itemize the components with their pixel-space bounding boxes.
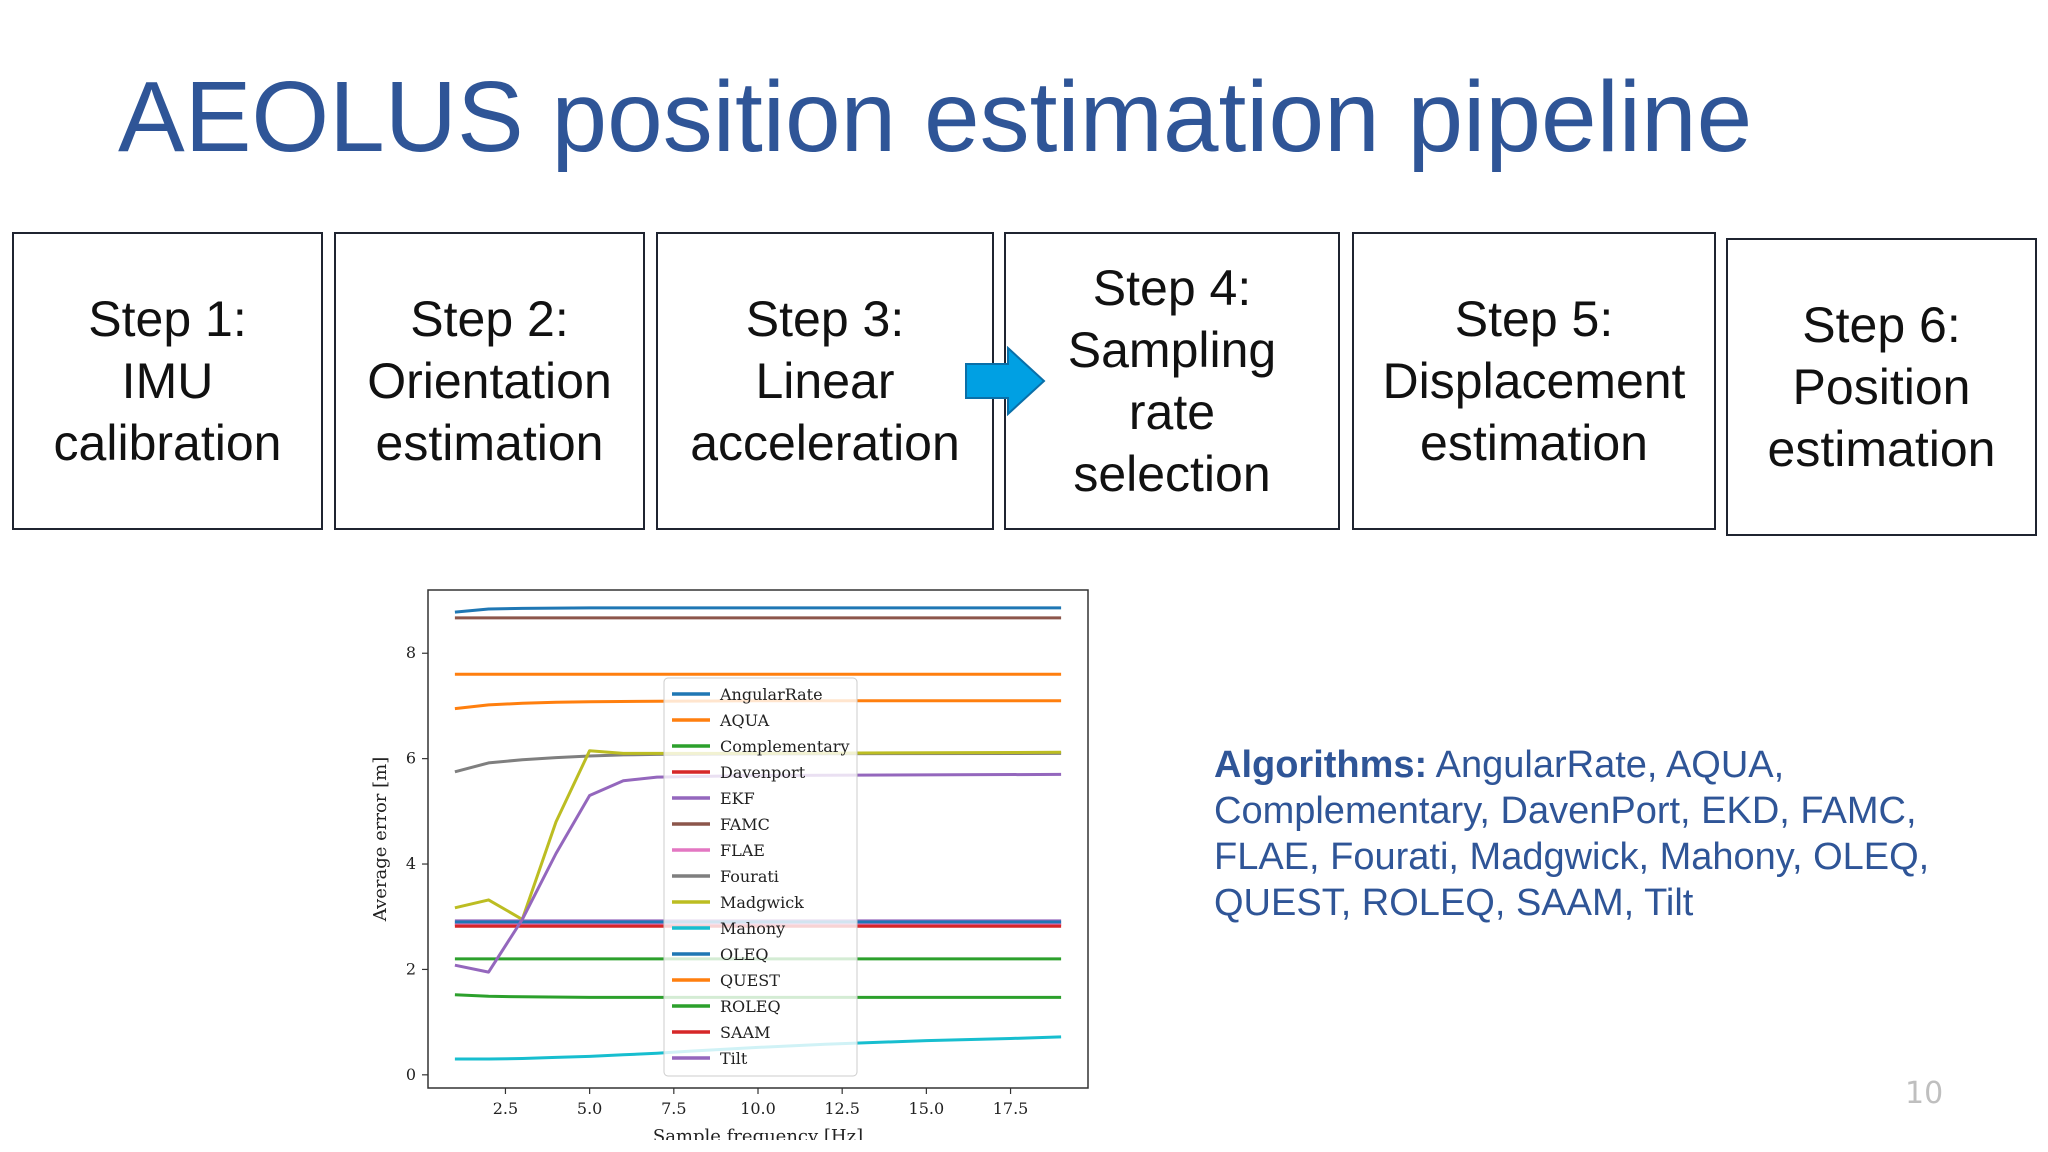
- legend-label-saam: SAAM: [720, 1023, 770, 1042]
- x-tick-label: 17.5: [993, 1099, 1029, 1118]
- line-chart: 2.5 5.0 7.5 10.0 12.5 15.0 17.5 0 2 4 6 8 Sample fre…: [370, 589, 1089, 1140]
- page-number: 10: [1905, 1076, 1944, 1111]
- legend-label-flae: FLAE: [720, 841, 765, 860]
- step-box-2: Step 2: Orientation estimation: [334, 232, 645, 530]
- step-box-1: Step 1: IMU calibration: [12, 232, 323, 530]
- y-tick-label: 2: [406, 959, 416, 978]
- legend-label-tilt: Tilt: [720, 1049, 748, 1068]
- step-box-6: Step 6: Position estimation: [1726, 238, 2037, 536]
- step-label: Step 1: IMU calibration: [53, 291, 282, 471]
- arrow-right-icon: [965, 346, 1046, 416]
- legend-label-madgwick: Madgwick: [720, 893, 804, 912]
- legend-label-complementary: Complementary: [720, 737, 849, 756]
- x-tick-label: 2.5: [493, 1099, 518, 1118]
- algorithms-text: Algorithms: AngularRate, AQUA, Complemen…: [1214, 742, 1994, 926]
- step-label: Step 4: Sampling rate selection: [1067, 260, 1277, 502]
- x-tick-label: 10.0: [740, 1099, 776, 1118]
- y-tick-label: 8: [406, 643, 416, 662]
- y-tick-label: 0: [406, 1065, 416, 1084]
- legend-box: [663, 677, 858, 1077]
- slide-title: AEOLUS position estimation pipeline: [118, 61, 1753, 173]
- x-tick-label: 15.0: [909, 1099, 945, 1118]
- legend-label-oleq: OLEQ: [720, 945, 769, 964]
- y-axis-label: Average error [m]: [370, 757, 391, 922]
- x-tick-label: 5.0: [577, 1099, 602, 1118]
- legend-label-angularrate: AngularRate: [719, 685, 823, 704]
- legend-label-quest: QUEST: [720, 971, 780, 990]
- series-line-mahony: [454, 1035, 1062, 1061]
- x-tick-label: 7.5: [661, 1099, 686, 1118]
- step-label: Step 3: Linear acceleration: [690, 291, 960, 471]
- legend-label-fourati: Fourati: [720, 867, 779, 886]
- step-box-5: Step 5: Displacement estimation: [1352, 232, 1716, 530]
- legend-label-roleq: ROLEQ: [720, 997, 781, 1016]
- legend-label-aqua: AQUA: [719, 711, 770, 730]
- algorithms-list: AngularRate, AQUA, Complementary, DavenP…: [1214, 744, 1930, 924]
- x-tick-label: 12.5: [824, 1099, 860, 1118]
- y-tick-label: 4: [406, 854, 416, 873]
- legend-label-davenport: Davenport: [720, 763, 806, 782]
- legend-label-ekf: EKF: [720, 789, 755, 808]
- step-label: Step 5: Displacement estimation: [1382, 291, 1686, 471]
- legend-label-famc: FAMC: [720, 815, 770, 834]
- legend-label-mahony: Mahony: [720, 919, 785, 938]
- step-label: Step 2: Orientation estimation: [367, 291, 612, 471]
- y-tick-label: 6: [406, 749, 416, 768]
- algorithms-label: Algorithms:: [1214, 744, 1428, 786]
- step-label: Step 6: Position estimation: [1767, 297, 1996, 477]
- series-line-angularrate: [454, 606, 1062, 614]
- x-axis-label: Sample frequency [Hz]: [653, 1126, 863, 1140]
- step-box-3: Step 3: Linear acceleration: [656, 232, 994, 530]
- step-box-4: Step 4: Sampling rate selection: [1004, 232, 1340, 530]
